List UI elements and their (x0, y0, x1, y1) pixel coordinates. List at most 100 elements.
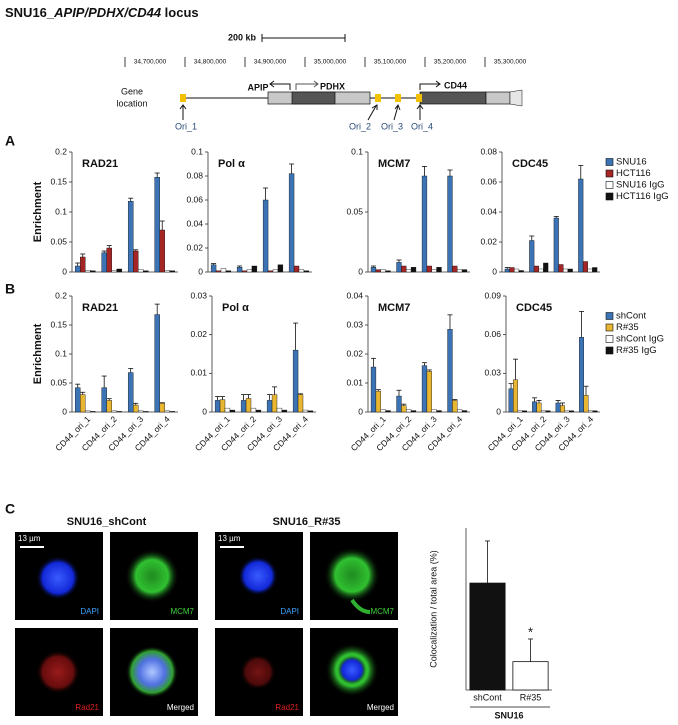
channel-label: Merged (167, 703, 194, 712)
bar (452, 400, 458, 413)
bar (447, 175, 453, 273)
y-tick-label: 0.15 (50, 319, 67, 329)
bar (578, 178, 584, 273)
y-tick-label: 0 (62, 406, 67, 416)
y-axis-label: Enrichment (32, 323, 44, 384)
y-axis-label: Enrichment (32, 181, 44, 242)
figure-title: SNU16_APIP/PDHX/CD44 locus (5, 5, 199, 20)
bar (276, 407, 283, 413)
legend-label: shCont (616, 311, 646, 322)
bar (80, 256, 86, 273)
bar (154, 314, 160, 413)
origin-label: Ori_1 (175, 121, 197, 131)
bar (385, 410, 391, 413)
y-tick-label: 0 (492, 266, 497, 276)
scale-bar (261, 34, 346, 42)
bar (154, 176, 160, 273)
bar (533, 265, 539, 273)
gene-track (179, 80, 523, 121)
bar (106, 400, 112, 413)
image-title: SNU16_R#35 (273, 516, 341, 528)
bar (375, 390, 381, 413)
bar (272, 269, 279, 273)
bar (267, 270, 274, 273)
y-tick-label: 0.06 (484, 329, 501, 339)
bar (406, 409, 412, 413)
y-tick-label: 0.04 (346, 290, 363, 300)
track-label: Gene (121, 86, 143, 96)
y-tick-label: 0 (198, 266, 203, 276)
legend-label: HCT116 IgG (616, 191, 669, 202)
chart-title: RAD21 (82, 302, 118, 314)
coordinate-label: 35,200,000 (434, 59, 467, 66)
bar (508, 388, 514, 413)
bar (127, 372, 134, 413)
y-tick-label: 0.08 (480, 146, 497, 156)
chart-title: Pol α (222, 302, 249, 314)
y-axis-label: Colocalization / total area (%) (428, 550, 438, 668)
bar (436, 267, 442, 273)
coordinate-label: 34,800,000 (194, 59, 227, 66)
bar (159, 403, 165, 413)
bar (579, 337, 584, 413)
bar (401, 405, 407, 413)
title-part: locus (161, 5, 199, 20)
bar (431, 269, 437, 273)
chart-title: Pol α (218, 158, 245, 170)
origin-label: Ori_3 (381, 121, 403, 131)
bar (245, 398, 252, 413)
bar (143, 270, 149, 273)
bar (271, 394, 278, 413)
bar (436, 410, 442, 413)
bar (564, 410, 570, 413)
bar (74, 387, 81, 413)
bar (307, 410, 314, 413)
bar (288, 173, 295, 273)
y-tick-label: 0.01 (346, 377, 363, 387)
bar (281, 409, 288, 413)
y-tick-label: 0 (62, 266, 67, 276)
y-tick-label: 0.2 (55, 290, 67, 300)
bar (426, 265, 432, 273)
bar (250, 407, 257, 413)
bar (164, 410, 170, 413)
title-part: APIP/PDHX/CD44 (53, 5, 162, 20)
coordinate-label: 35,000,000 (314, 59, 347, 66)
chart-title: RAD21 (82, 158, 118, 170)
legend-swatch (605, 192, 614, 201)
scale-label: 13 µm (218, 534, 241, 543)
y-tick-label: 0 (358, 266, 363, 276)
bar (588, 410, 593, 413)
bar (514, 268, 520, 273)
bar (80, 394, 86, 413)
bar (164, 270, 170, 273)
bar (447, 329, 453, 413)
bar (246, 269, 253, 273)
bar (297, 394, 304, 413)
coordinate-label: 34,700,000 (134, 59, 167, 66)
bar (106, 247, 112, 273)
bar (509, 267, 515, 273)
scale-label: 13 µm (18, 534, 41, 543)
legend-swatch (605, 169, 614, 178)
bar (370, 267, 377, 273)
legend-swatch (605, 323, 614, 332)
bar (457, 409, 463, 413)
y-tick-label: 0.03 (484, 368, 501, 378)
y-tick-label: 0.04 (186, 218, 203, 228)
bar (266, 400, 273, 413)
bar (541, 410, 546, 413)
bar (293, 265, 300, 273)
bar (380, 409, 386, 413)
bar (504, 268, 510, 273)
bar (85, 270, 91, 273)
bar (558, 264, 564, 273)
bar (219, 399, 226, 413)
y-tick-label: 0.1 (191, 146, 203, 156)
bar (587, 268, 593, 273)
bar (582, 261, 588, 273)
y-tick-label: 0.06 (186, 194, 203, 204)
bar (426, 371, 432, 413)
gene-label: CD44 (444, 80, 467, 90)
